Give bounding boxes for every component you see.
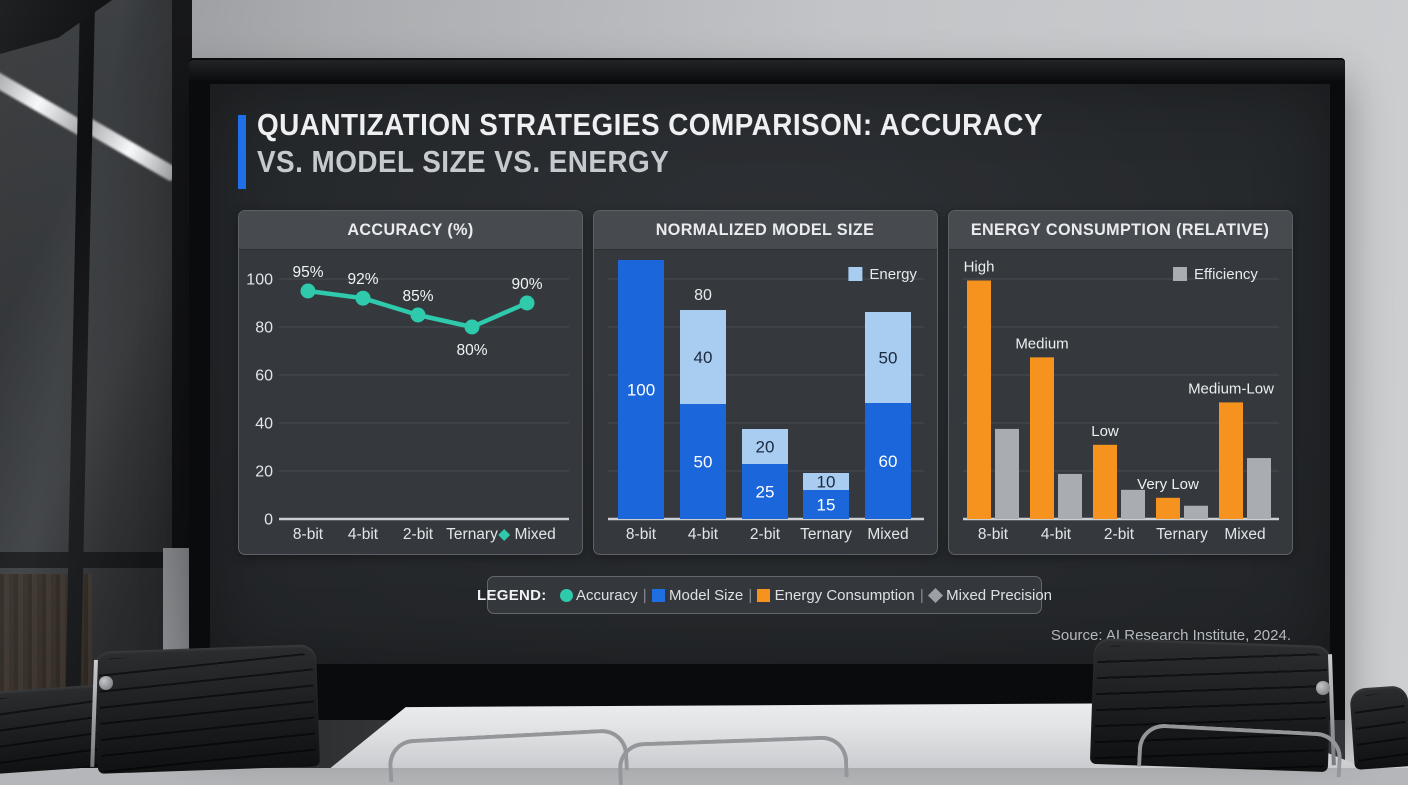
square-marker-icon [757, 588, 771, 602]
tv-bezel-gloss [189, 60, 1345, 82]
svg-text:Mixed: Mixed [1224, 526, 1265, 543]
svg-text:40: 40 [255, 416, 273, 433]
svg-text:20: 20 [756, 438, 775, 457]
legend-item-label: Mixed Precision [941, 586, 1053, 604]
svg-text:Very Low: Very Low [1137, 476, 1199, 493]
svg-text:High: High [964, 259, 995, 276]
chair-armrest [1136, 722, 1344, 778]
chair-hinge-knob [1316, 681, 1330, 695]
panel-model-size-header: NORMALIZED MODEL SIZE [594, 211, 937, 250]
svg-text:85%: 85% [402, 288, 433, 305]
svg-text:4-bit: 4-bit [1041, 526, 1072, 543]
svg-text:50: 50 [879, 349, 898, 368]
office-chair [1349, 685, 1408, 770]
chair-armrest [617, 734, 849, 785]
diamond-marker-icon [927, 587, 944, 603]
legend-bar: LEGEND: Accuracy | Model Size | Energy C… [477, 576, 1052, 614]
svg-text:2-bit: 2-bit [403, 526, 434, 543]
legend-separator: | [915, 586, 928, 604]
panel-model-size-title: NORMALIZED MODEL SIZE [656, 220, 875, 239]
svg-text:40: 40 [694, 348, 713, 367]
slide-title-line2: VS. MODEL SIZE VS. ENERGY [257, 144, 670, 179]
panel-energy-title: ENERGY CONSUMPTION (RELATIVE) [971, 220, 1270, 239]
svg-text:100: 100 [627, 381, 655, 400]
svg-text:Energy: Energy [869, 266, 917, 283]
svg-text:25: 25 [756, 483, 775, 502]
tv-display: QUANTIZATION STRATEGIES COMPARISON: ACCU… [189, 58, 1345, 726]
svg-text:20: 20 [255, 464, 273, 481]
glass-frame-bar [0, 552, 176, 568]
svg-text:Medium-Low: Medium-Low [1188, 380, 1274, 397]
svg-text:2-bit: 2-bit [1104, 526, 1135, 543]
panel-accuracy-header: ACCURACY (%) [239, 211, 582, 250]
svg-text:95%: 95% [292, 264, 323, 281]
legend-item-label: Accuracy [572, 586, 638, 604]
chair-hinge-knob [99, 676, 113, 690]
legend-item-label: Energy Consumption [770, 586, 915, 604]
svg-text:60: 60 [255, 368, 273, 385]
svg-text:90%: 90% [511, 276, 542, 293]
svg-text:4-bit: 4-bit [688, 526, 719, 543]
panel-accuracy: ACCURACY (%) 100 80 60 40 20 0 95% 92% 85% 80% 90%… [238, 210, 583, 555]
office-chair [93, 644, 321, 774]
svg-text:92%: 92% [347, 271, 378, 288]
svg-text:Ternary: Ternary [800, 526, 852, 543]
legend-item-label: Model Size [664, 586, 744, 604]
title-accent-bar [238, 115, 246, 189]
svg-text:◆ Mixed: ◆ Mixed [498, 526, 556, 543]
legend-separator: | [638, 586, 651, 604]
legend-separator: | [744, 586, 757, 604]
svg-text:Ternary: Ternary [1156, 526, 1208, 543]
glass-sheen [0, 0, 192, 768]
svg-text:Mixed: Mixed [867, 526, 908, 543]
circle-marker-icon [559, 588, 573, 602]
svg-text:60: 60 [879, 452, 898, 471]
model-size-stacked-bar-chart: 100 50 40 80 25 20 15 10 60 50 Energy 8-bit 4-bit 2-b… [608, 260, 924, 543]
svg-text:80: 80 [255, 320, 273, 337]
panel-accuracy-title: ACCURACY (%) [347, 220, 474, 239]
svg-text:15: 15 [817, 496, 836, 515]
presentation-screen: QUANTIZATION STRATEGIES COMPARISON: ACCU… [210, 84, 1330, 664]
legend-items: Accuracy | Model Size | Energy Consumpti… [559, 586, 1053, 604]
svg-text:2-bit: 2-bit [750, 526, 781, 543]
glass-partition [0, 0, 192, 768]
panel-energy-header: ENERGY CONSUMPTION (RELATIVE) [949, 211, 1292, 250]
svg-text:50: 50 [694, 453, 713, 472]
svg-text:4-bit: 4-bit [348, 526, 379, 543]
slide-title: QUANTIZATION STRATEGIES COMPARISON: ACCU… [257, 106, 1043, 180]
panel-model-size: NORMALIZED MODEL SIZE 100 50 40 80 25 20 15 10 6… [593, 210, 938, 555]
energy-grouped-bar-chart: High Medium Low Very Low Medium-Low Efficienc… [963, 259, 1279, 543]
legend-label: LEGEND: [477, 586, 547, 604]
svg-text:Medium: Medium [1015, 335, 1068, 352]
svg-text:8-bit: 8-bit [293, 526, 324, 543]
svg-text:10: 10 [817, 473, 836, 492]
svg-text:100: 100 [246, 272, 273, 289]
svg-text:8-bit: 8-bit [626, 526, 657, 543]
svg-text:Low: Low [1091, 423, 1119, 440]
svg-text:80: 80 [694, 287, 712, 304]
svg-text:Ternary: Ternary [446, 526, 498, 543]
accuracy-line-chart: 100 80 60 40 20 0 95% 92% 85% 80% 90% 8-bit 4-bit 2-b… [246, 264, 569, 543]
slide-title-line1: QUANTIZATION STRATEGIES COMPARISON: ACCU… [257, 107, 1044, 142]
panel-energy: ENERGY CONSUMPTION (RELATIVE) High Medium… [948, 210, 1293, 555]
svg-text:0: 0 [264, 512, 273, 529]
svg-text:8-bit: 8-bit [978, 526, 1009, 543]
square-marker-icon [651, 588, 665, 602]
svg-text:Efficiency: Efficiency [1194, 266, 1258, 283]
svg-text:80%: 80% [456, 342, 487, 359]
